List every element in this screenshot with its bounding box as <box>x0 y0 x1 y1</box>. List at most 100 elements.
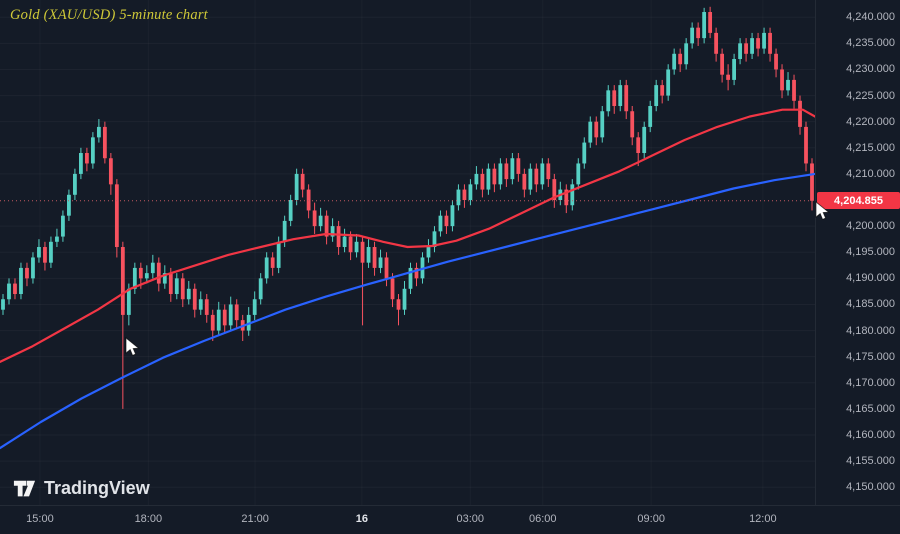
price-axis[interactable]: 4,204.855 4,240.0004,235.0004,230.0004,2… <box>815 0 900 505</box>
candle-body <box>439 216 443 232</box>
candle-body <box>504 163 508 179</box>
candle-body <box>91 137 95 163</box>
candle-body <box>708 12 712 33</box>
price-tick-label: 4,175.000 <box>846 351 895 363</box>
candle-body <box>271 257 275 267</box>
candle-body <box>463 190 467 200</box>
candle-body <box>187 289 191 299</box>
candle-body <box>379 257 383 267</box>
candle-body <box>301 174 305 190</box>
candle-body <box>648 106 652 127</box>
candle-body <box>139 268 143 278</box>
candle-body <box>457 190 461 206</box>
candle-body <box>223 310 227 326</box>
candle-body <box>582 143 586 164</box>
candle-body <box>636 137 640 153</box>
time-tick-label: 03:00 <box>456 513 484 525</box>
last-price-badge: 4,204.855 <box>817 192 900 209</box>
candle-body <box>522 174 526 190</box>
candle-body <box>690 28 694 44</box>
candle-body <box>600 111 604 137</box>
candle-body <box>73 174 77 195</box>
candle-body <box>726 75 730 80</box>
candle-body <box>714 33 718 54</box>
candle-body <box>31 257 35 278</box>
candle-body <box>487 169 491 190</box>
candle-body <box>229 304 233 325</box>
candle-body <box>49 242 53 263</box>
candle-body <box>289 200 293 221</box>
candle-body <box>283 221 287 242</box>
candle-body <box>792 80 796 101</box>
candle-body <box>594 122 598 138</box>
candle-body <box>702 12 706 38</box>
candle-body <box>169 273 173 294</box>
candle-body <box>403 289 407 310</box>
candle-body <box>265 257 269 278</box>
candle-body <box>391 278 395 299</box>
candle-body <box>277 242 281 268</box>
candle-body <box>445 216 449 226</box>
candle-body <box>199 299 203 309</box>
candle-body <box>385 257 389 278</box>
candle-body <box>576 163 580 184</box>
price-tick-label: 4,180.000 <box>846 325 895 337</box>
candle-body <box>67 195 71 216</box>
time-tick-label: 06:00 <box>529 513 557 525</box>
candle-body <box>756 38 760 48</box>
candle-body <box>127 289 131 315</box>
candle-body <box>732 59 736 80</box>
candle-body <box>606 90 610 111</box>
price-tick-label: 4,155.000 <box>846 455 895 467</box>
candle-body <box>774 54 778 70</box>
candle-body <box>481 174 485 190</box>
candle-body <box>157 263 161 284</box>
candle-body <box>624 85 628 111</box>
time-tick-label: 16 <box>356 513 368 525</box>
candle-body <box>696 28 700 38</box>
candle-body <box>1 299 5 309</box>
price-tick-label: 4,160.000 <box>846 429 895 441</box>
candle-body <box>804 127 808 164</box>
price-tick-label: 4,220.000 <box>846 116 895 128</box>
price-tick-label: 4,210.000 <box>846 168 895 180</box>
candle-body <box>343 237 347 247</box>
price-tick-label: 4,200.000 <box>846 220 895 232</box>
candle-body <box>175 278 179 294</box>
candle-body <box>666 69 670 95</box>
candle-body <box>672 54 676 70</box>
chart-window: 4,204.855 4,240.0004,235.0004,230.0004,2… <box>0 0 900 534</box>
candle-body <box>642 127 646 153</box>
time-tick-label: 21:00 <box>241 513 269 525</box>
price-tick-label: 4,165.000 <box>846 403 895 415</box>
candle-body <box>762 33 766 49</box>
candle-body <box>738 43 742 59</box>
chart-title: Gold (XAU/USD) 5-minute chart <box>10 7 208 24</box>
candle-body <box>498 163 502 184</box>
candle-body <box>516 158 520 174</box>
tradingview-logo-text: TradingView <box>44 478 150 499</box>
candle-body <box>103 127 107 158</box>
candle-body <box>510 158 514 179</box>
price-tick-label: 4,170.000 <box>846 377 895 389</box>
candle-body <box>25 268 29 278</box>
candle-body <box>612 90 616 106</box>
price-tick-label: 4,185.000 <box>846 298 895 310</box>
candle-body <box>528 169 532 190</box>
candle-body <box>355 242 359 252</box>
price-tick-label: 4,190.000 <box>846 272 895 284</box>
candle-body <box>451 205 455 226</box>
candle-body <box>349 237 353 253</box>
candle-body <box>546 163 550 179</box>
candlestick-chart[interactable] <box>0 0 815 505</box>
candle-body <box>211 315 215 331</box>
candle-body <box>678 54 682 64</box>
tradingview-logo[interactable]: TradingView <box>12 476 150 501</box>
candle-body <box>19 268 23 294</box>
candle-body <box>540 163 544 184</box>
candle-body <box>43 247 47 263</box>
candle-body <box>121 247 125 315</box>
candle-body <box>618 85 622 106</box>
candle-body <box>660 85 664 95</box>
time-axis[interactable]: ⚙ 15:0018:0021:001603:0006:0009:0012:00 <box>0 505 900 534</box>
